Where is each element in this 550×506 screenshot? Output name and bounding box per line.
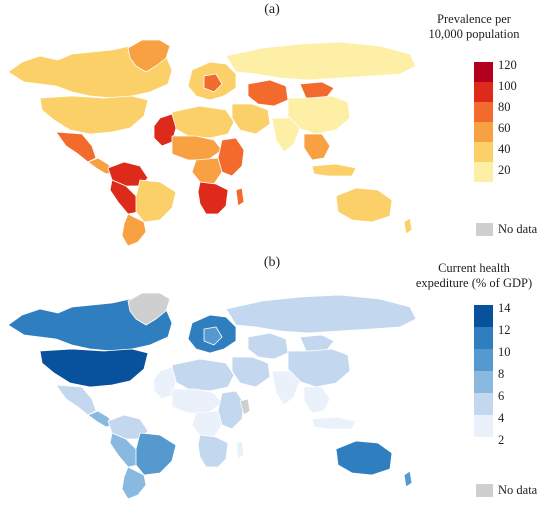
brazil-region: [135, 179, 177, 223]
health-tick-6: 6: [498, 389, 505, 403]
north-africa-region: [171, 358, 235, 392]
madagascar-region: [235, 440, 245, 460]
sahel-region: [171, 388, 223, 414]
australia-region: [335, 187, 393, 223]
greenland-region: [127, 292, 171, 326]
usa-region: [39, 348, 149, 388]
somalia-region: [239, 398, 251, 416]
prevalence-nodata-label: No data: [498, 222, 538, 236]
health-expenditure-nodata-label: No data: [498, 483, 538, 497]
india-region: [271, 370, 301, 406]
australia-region: [335, 440, 393, 476]
health-expenditure-world-map: [7, 292, 417, 500]
prevalence-bin-60-80: [474, 102, 493, 122]
prevalence-legend-title-line2: 10,000 population: [428, 27, 520, 41]
panel-b-label: (b): [263, 255, 281, 270]
southern-cone-region: [121, 213, 147, 247]
southern-africa-region: [197, 434, 229, 468]
southeast-asia-region: [303, 133, 331, 161]
health-expenditure-legend-scale: 14 12 10 8 6 4 2: [474, 301, 534, 455]
health-expenditure-panel: (b): [0, 253, 550, 506]
southern-cone-region: [121, 466, 147, 500]
usa-region: [39, 95, 149, 135]
prevalence-bin-100-120: [474, 62, 493, 82]
health-expenditure-nodata-swatch: [476, 484, 493, 497]
health-bin-6-8: [474, 371, 493, 393]
middle-east-region: [231, 356, 271, 388]
prevalence-tick-20: 20: [498, 163, 511, 177]
west-africa-region: [153, 366, 177, 400]
prevalence-panel: (a): [7, 2, 544, 247]
central-africa-region: [191, 410, 223, 438]
health-expenditure-legend-title: Current health expediture (% of GDP): [404, 261, 544, 291]
prevalence-tick-60: 60: [498, 121, 511, 135]
health-expenditure-legend-title-line1: Current health: [438, 261, 510, 275]
prevalence-bin-20-40: [474, 142, 493, 162]
health-expenditure-legend-title-line2: expediture (% of GDP): [415, 276, 533, 290]
prevalence-legend-title: Prevalence per 10,000 population: [404, 12, 544, 42]
prevalence-tick-80: 80: [498, 100, 511, 114]
prevalence-bin-40-60: [474, 122, 493, 142]
prevalence-legend-title-line1: Prevalence per: [437, 12, 511, 26]
indonesia-region: [311, 163, 357, 177]
mexico-region: [55, 384, 97, 416]
central-asia-region: [247, 332, 289, 360]
prevalence-tick-120: 120: [498, 58, 517, 72]
health-tick-4: 4: [498, 411, 505, 425]
prevalence-bin-80-100: [474, 82, 493, 102]
west-africa-region: [153, 113, 177, 147]
health-bin-2-4: [474, 415, 493, 437]
mongolia-region: [299, 334, 335, 352]
prevalence-tick-100: 100: [498, 79, 517, 93]
prevalence-tick-40: 40: [498, 142, 511, 156]
andes-region: [109, 432, 139, 468]
new-zealand-region: [403, 217, 413, 235]
southeast-asia-region: [303, 386, 331, 414]
middle-east-region: [231, 103, 271, 135]
north-africa-region: [171, 105, 235, 139]
health-tick-12: 12: [498, 323, 511, 337]
russia-region: [225, 41, 417, 81]
indonesia-region: [311, 416, 357, 430]
russia-region: [225, 294, 417, 334]
prevalence-legend-scale: 120 100 80 60 40 20: [474, 58, 534, 182]
central-asia-region: [247, 79, 289, 107]
brazil-region: [135, 432, 177, 476]
panel-a-label: (a): [264, 2, 280, 17]
prevalence-world-map: [7, 39, 417, 247]
india-region: [271, 117, 301, 153]
new-zealand-region: [403, 470, 413, 488]
health-tick-8: 8: [498, 367, 505, 381]
health-tick-10: 10: [498, 345, 511, 359]
southern-africa-region: [197, 181, 229, 215]
health-bin-12-14: [474, 305, 493, 327]
health-bin-10-12: [474, 327, 493, 349]
health-bin-8-10: [474, 349, 493, 371]
greenland-region: [127, 39, 171, 73]
central-europe-region: [203, 326, 223, 346]
central-europe-region: [203, 73, 223, 93]
sahel-region: [171, 135, 223, 161]
central-africa-region: [191, 157, 223, 185]
prevalence-bin-0-20: [474, 162, 493, 182]
health-tick-14: 14: [498, 301, 511, 315]
andes-region: [109, 179, 139, 215]
madagascar-region: [235, 187, 245, 207]
mongolia-region: [299, 81, 335, 99]
health-bin-4-6: [474, 393, 493, 415]
prevalence-nodata-swatch: [476, 223, 493, 236]
mexico-region: [55, 131, 97, 163]
health-tick-2: 2: [498, 433, 505, 447]
